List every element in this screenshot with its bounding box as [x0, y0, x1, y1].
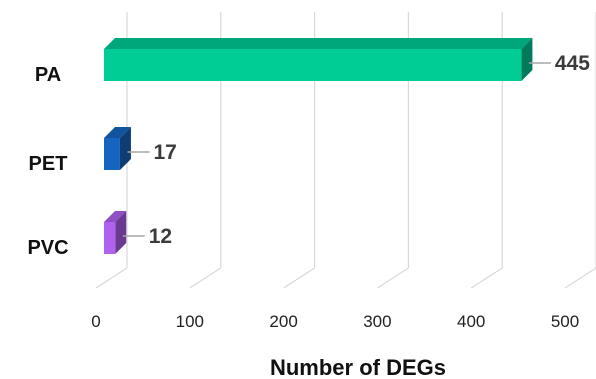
bar-pet [104, 138, 120, 170]
gridline-floor [189, 267, 222, 289]
x-tick-label: 400 [457, 312, 485, 331]
category-label: PET [29, 153, 68, 175]
bar-top-face [104, 127, 131, 138]
category-label: PVC [27, 237, 68, 259]
x-tick-label: 0 [91, 312, 100, 331]
x-axis-title: Number of DEGs [270, 355, 446, 379]
bar-side-face [521, 38, 533, 81]
gridline-floor [564, 267, 596, 289]
bar-pa [104, 49, 522, 81]
bar-side-face [119, 127, 131, 170]
gridline-floor [470, 267, 503, 289]
bars [104, 38, 533, 254]
data-label: 17 [153, 141, 176, 164]
labels: 0 100 200 300 400 500 PA 445 PET 17 PVC 12 [27, 52, 590, 331]
bar-top-face [104, 38, 533, 49]
bar-side-face [115, 211, 127, 254]
data-label: 12 [149, 225, 172, 248]
gridline-floor [283, 267, 315, 289]
x-tick-label: 300 [363, 312, 391, 331]
gridline-floor [377, 267, 409, 289]
gridline-floor [95, 267, 128, 289]
x-tick-label: 500 [551, 312, 579, 331]
category-label: PA [35, 64, 61, 86]
data-label: 445 [555, 52, 590, 75]
bar-pvc [104, 222, 116, 254]
bar-top-face [104, 211, 127, 222]
x-tick-label: 100 [176, 312, 204, 331]
x-tick-label: 200 [269, 312, 297, 331]
